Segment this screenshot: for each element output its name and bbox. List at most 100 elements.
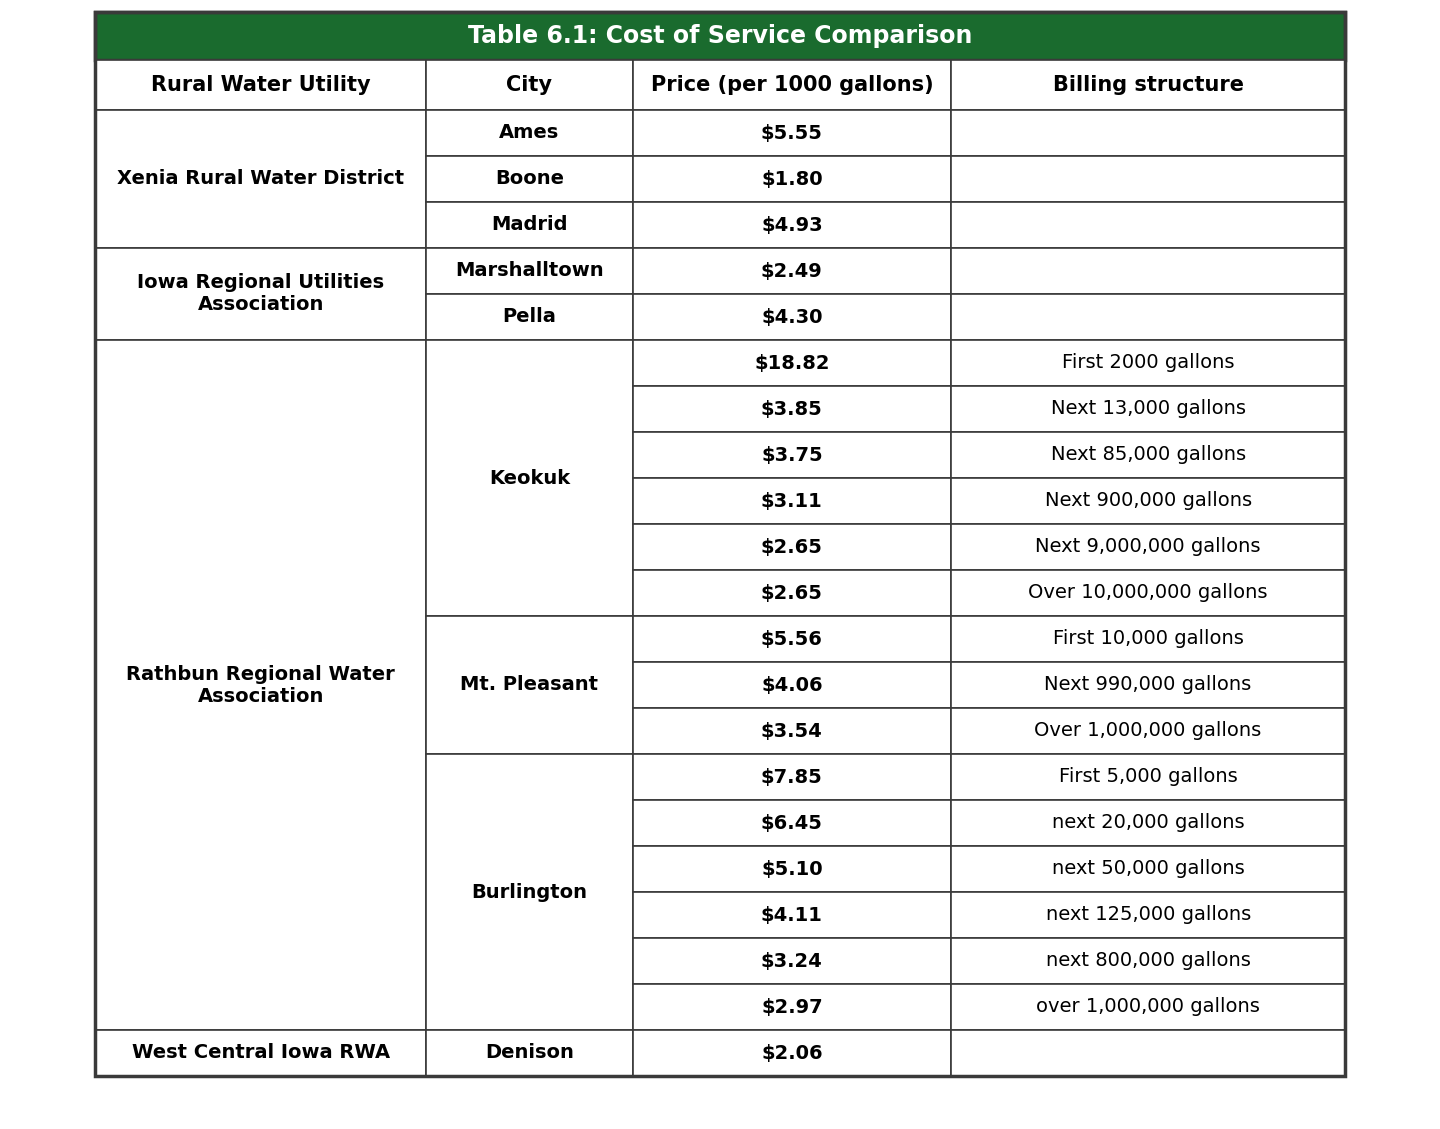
Bar bbox=[632, 202, 952, 248]
Bar bbox=[426, 340, 632, 616]
Text: Next 900,000 gallons: Next 900,000 gallons bbox=[1044, 491, 1251, 510]
Bar bbox=[952, 616, 1345, 662]
Bar bbox=[95, 202, 426, 248]
Text: Xenia Rural Water District: Xenia Rural Water District bbox=[117, 169, 405, 189]
Bar bbox=[632, 340, 952, 386]
Bar bbox=[426, 800, 632, 846]
Bar bbox=[426, 248, 632, 294]
Bar bbox=[632, 248, 952, 294]
Bar bbox=[632, 156, 952, 202]
Bar bbox=[632, 524, 952, 570]
Bar bbox=[426, 1030, 632, 1076]
Bar bbox=[426, 294, 632, 340]
Text: First 10,000 gallons: First 10,000 gallons bbox=[1053, 630, 1244, 648]
Bar bbox=[95, 248, 426, 340]
Bar bbox=[632, 432, 952, 478]
Bar bbox=[632, 294, 952, 340]
Bar bbox=[632, 386, 952, 432]
Bar bbox=[632, 1030, 952, 1076]
Bar bbox=[632, 662, 952, 708]
Text: Burlington: Burlington bbox=[471, 883, 588, 901]
Bar bbox=[95, 984, 426, 1030]
Bar bbox=[952, 294, 1345, 340]
Bar bbox=[952, 340, 1345, 386]
Bar bbox=[95, 478, 426, 524]
Bar bbox=[426, 294, 632, 340]
Bar bbox=[95, 156, 426, 202]
Bar bbox=[426, 340, 632, 386]
Bar bbox=[426, 1030, 632, 1076]
Bar bbox=[952, 524, 1345, 570]
Bar bbox=[952, 478, 1345, 524]
Bar bbox=[426, 662, 632, 708]
Text: Boone: Boone bbox=[495, 169, 564, 189]
Bar bbox=[952, 616, 1345, 662]
Text: Next 13,000 gallons: Next 13,000 gallons bbox=[1051, 400, 1246, 419]
Bar bbox=[952, 248, 1345, 294]
Bar bbox=[632, 616, 952, 662]
Bar bbox=[952, 1030, 1345, 1076]
Text: Rural Water Utility: Rural Water Utility bbox=[151, 75, 370, 95]
Bar bbox=[632, 938, 952, 984]
Text: Pella: Pella bbox=[503, 307, 556, 326]
Bar bbox=[632, 984, 952, 1030]
Bar bbox=[95, 386, 426, 432]
Bar bbox=[95, 616, 426, 662]
Text: $5.55: $5.55 bbox=[760, 123, 822, 142]
Text: $4.11: $4.11 bbox=[760, 905, 822, 925]
Text: $2.97: $2.97 bbox=[762, 998, 822, 1016]
Text: $4.30: $4.30 bbox=[762, 307, 822, 326]
Bar bbox=[426, 892, 632, 938]
Text: $2.65: $2.65 bbox=[760, 584, 822, 603]
Text: Rathbun Regional Water
Association: Rathbun Regional Water Association bbox=[127, 665, 395, 706]
Bar bbox=[95, 432, 426, 478]
Bar bbox=[426, 616, 632, 662]
Bar bbox=[426, 386, 632, 432]
Bar bbox=[95, 110, 426, 248]
Bar bbox=[95, 248, 426, 294]
Bar bbox=[426, 202, 632, 248]
Bar bbox=[632, 386, 952, 432]
Bar bbox=[952, 570, 1345, 616]
Bar bbox=[952, 60, 1345, 110]
Bar bbox=[632, 340, 952, 386]
Bar bbox=[952, 294, 1345, 340]
Text: Next 85,000 gallons: Next 85,000 gallons bbox=[1051, 446, 1246, 464]
Bar bbox=[426, 478, 632, 524]
Text: $7.85: $7.85 bbox=[760, 768, 822, 787]
Bar bbox=[632, 110, 952, 156]
Bar bbox=[952, 984, 1345, 1030]
Bar bbox=[952, 478, 1345, 524]
Bar bbox=[632, 616, 952, 662]
Bar bbox=[426, 754, 632, 1030]
Bar bbox=[95, 12, 1345, 60]
Bar bbox=[95, 340, 426, 1030]
Bar bbox=[952, 938, 1345, 984]
Text: Keokuk: Keokuk bbox=[488, 469, 570, 488]
Bar bbox=[95, 662, 426, 708]
Text: $3.85: $3.85 bbox=[760, 400, 822, 419]
Bar bbox=[952, 432, 1345, 478]
Bar bbox=[95, 754, 426, 800]
Text: $5.10: $5.10 bbox=[762, 859, 822, 878]
Bar bbox=[952, 892, 1345, 938]
Bar bbox=[95, 1030, 426, 1076]
Bar bbox=[632, 156, 952, 202]
Text: Price (per 1000 gallons): Price (per 1000 gallons) bbox=[651, 75, 933, 95]
Bar bbox=[426, 524, 632, 570]
Bar bbox=[952, 524, 1345, 570]
Text: $2.65: $2.65 bbox=[760, 537, 822, 557]
Bar bbox=[952, 846, 1345, 892]
Bar bbox=[632, 846, 952, 892]
Bar bbox=[426, 432, 632, 478]
Bar bbox=[952, 432, 1345, 478]
Text: First 2000 gallons: First 2000 gallons bbox=[1061, 353, 1234, 373]
Bar bbox=[952, 938, 1345, 984]
Bar bbox=[952, 984, 1345, 1030]
Text: Over 1,000,000 gallons: Over 1,000,000 gallons bbox=[1034, 721, 1261, 741]
Text: $2.49: $2.49 bbox=[760, 262, 822, 280]
Bar bbox=[632, 708, 952, 754]
Text: $4.06: $4.06 bbox=[762, 675, 822, 694]
Bar bbox=[632, 938, 952, 984]
Text: First 5,000 gallons: First 5,000 gallons bbox=[1058, 768, 1237, 787]
